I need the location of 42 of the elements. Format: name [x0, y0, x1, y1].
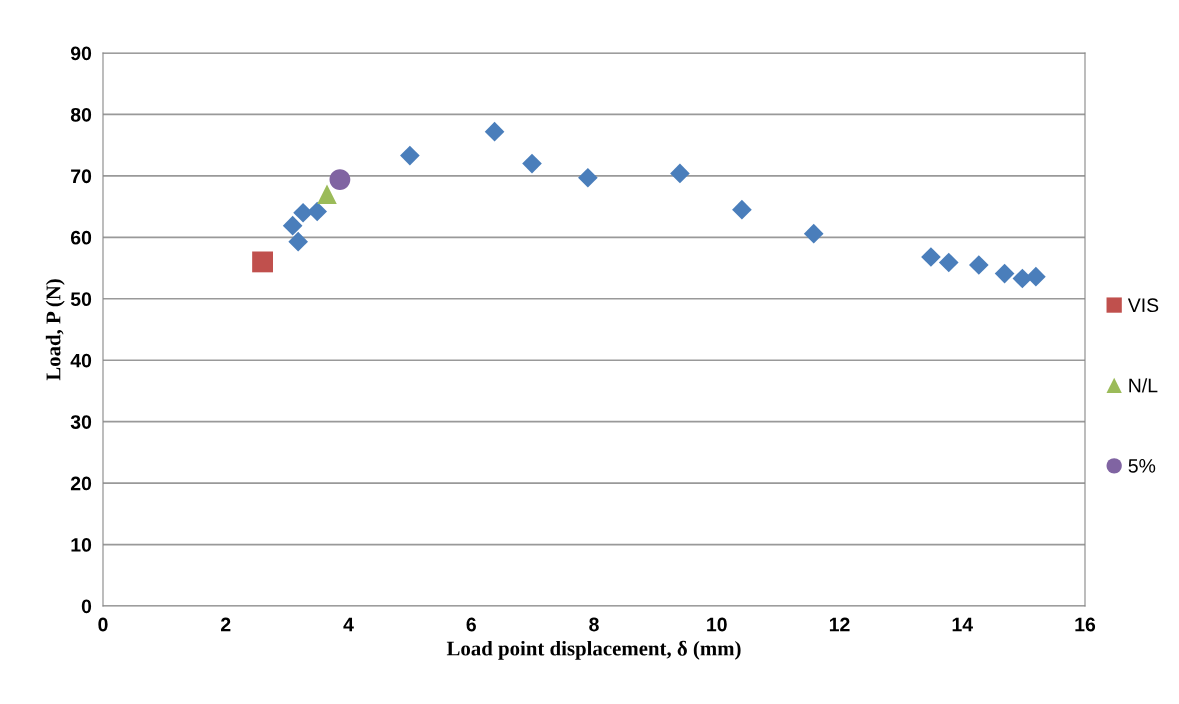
- point: [578, 167, 598, 188]
- x-tick-label: 4: [343, 617, 354, 632]
- point: [522, 153, 542, 174]
- point: [732, 199, 752, 220]
- point: [317, 184, 337, 205]
- point: [484, 121, 505, 142]
- legend-label: 5%: [1128, 459, 1156, 473]
- y-tick-label: 80: [70, 107, 92, 122]
- x-tick-label: 16: [1075, 617, 1096, 632]
- y-tick-label: 10: [71, 538, 92, 552]
- point: [969, 255, 989, 275]
- y-tick-label: 30: [70, 415, 92, 429]
- x-tick-label: 8: [589, 617, 599, 632]
- point: [670, 163, 690, 184]
- x-tick-label: 12: [829, 617, 850, 632]
- point: [994, 263, 1015, 284]
- x-tick-label: 14: [952, 617, 973, 632]
- point: [400, 145, 420, 166]
- x-axis-title: Load point displacement, δ (mm): [446, 640, 741, 660]
- y-tick-label: 60: [70, 230, 92, 245]
- point: [252, 251, 273, 273]
- point: [329, 169, 351, 190]
- y-tick-label: 40: [70, 353, 92, 368]
- point: [803, 223, 824, 244]
- y-tick-label: 20: [70, 476, 92, 491]
- point: [288, 231, 308, 252]
- point: [307, 201, 328, 222]
- point: [921, 247, 941, 267]
- x-tick-label: 0: [98, 617, 108, 632]
- y-tick-label: 70: [71, 169, 92, 184]
- point: [938, 252, 959, 273]
- y-tick-label: 90: [70, 46, 92, 61]
- y-tick-label: 50: [70, 292, 92, 307]
- y-tick-label: 0: [81, 599, 92, 614]
- point: [1026, 266, 1046, 287]
- x-tick-label: 6: [466, 617, 476, 632]
- legend-label: N/L: [1129, 378, 1158, 393]
- x-tick-label: 2: [221, 617, 231, 632]
- legend-label: VIS: [1127, 298, 1159, 313]
- point: [282, 215, 303, 236]
- x-tick-label: 10: [707, 617, 727, 632]
- y-axis-title: Load, P (N): [45, 279, 65, 381]
